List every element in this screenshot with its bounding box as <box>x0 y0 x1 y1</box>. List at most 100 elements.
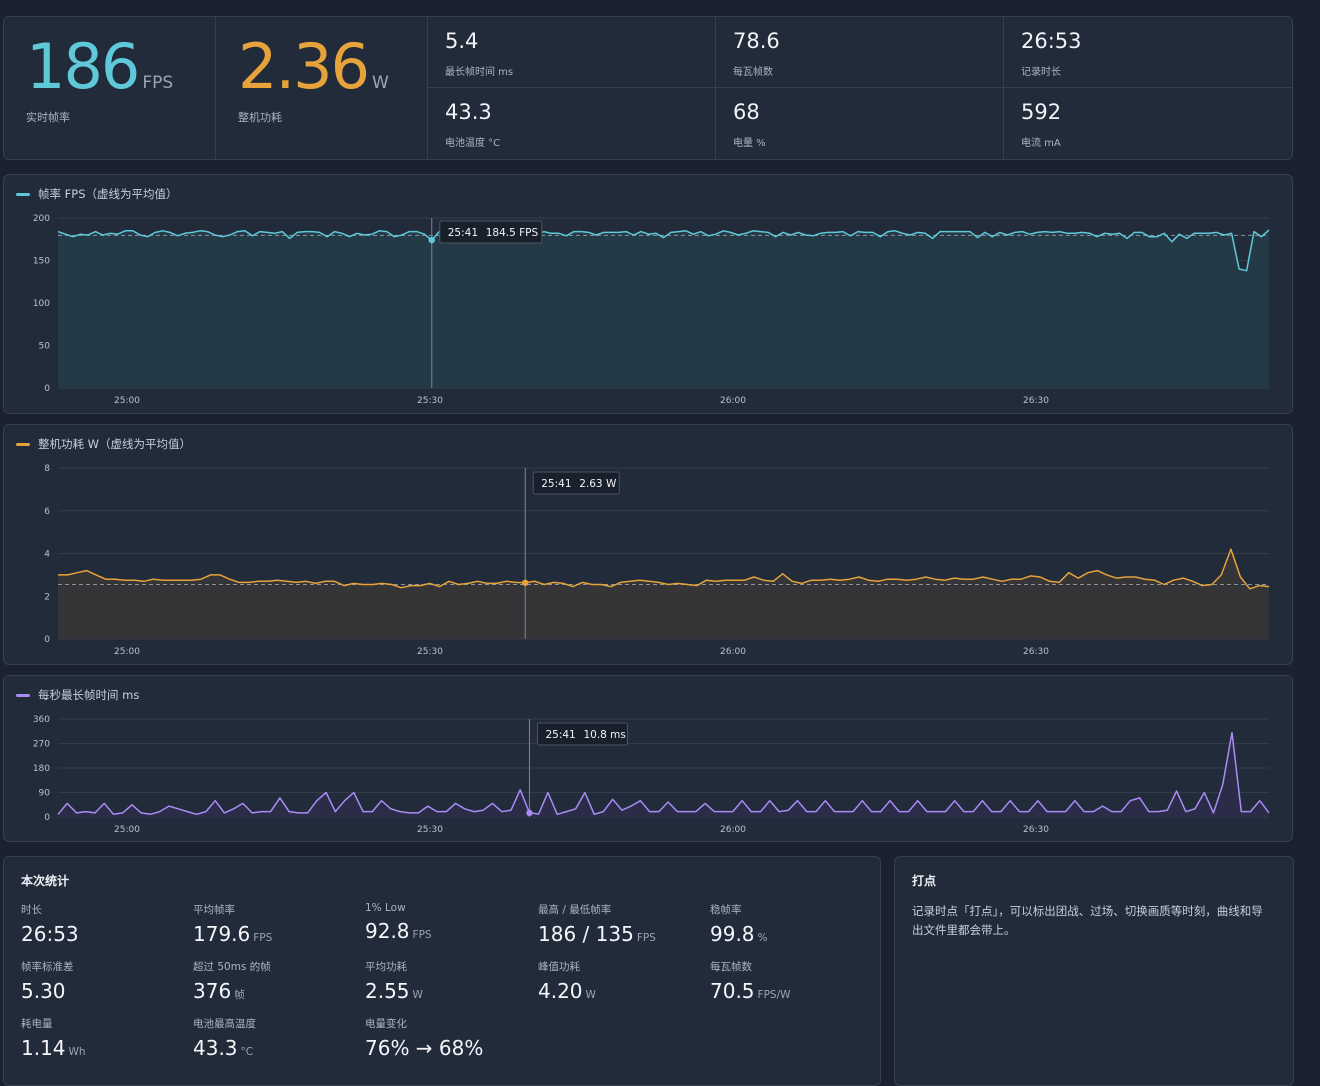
y-tick-label: 0 <box>44 384 50 394</box>
summary-stat: 1% Low 92.8 FPS <box>365 902 432 943</box>
x-tick-label: 26:00 <box>720 825 746 835</box>
summary-stat: 超过 50ms 的帧 376 帧 <box>193 959 271 1003</box>
x-tick-label: 25:00 <box>114 396 140 406</box>
power-unit: W <box>372 73 389 93</box>
power-stat: 2.36 W 整机功耗 <box>216 17 428 159</box>
y-tick-label: 200 <box>33 214 50 224</box>
x-tick-label: 26:00 <box>720 396 746 406</box>
fps-value: 186 <box>26 30 140 103</box>
series-area <box>58 229 1269 388</box>
frametime-chart[interactable]: 0 90 180 270 360 25:00 25:30 26:00 26:30 25:41 10.… <box>4 676 1292 841</box>
hover-point <box>428 236 435 244</box>
tooltip: 25:41 10.8 ms <box>536 722 628 746</box>
stat-cell: 68 电量 % <box>716 88 1004 159</box>
tooltip-time: 25:41 <box>448 227 478 239</box>
summary-stat: 峰值功耗 4.20 W <box>538 959 596 1003</box>
power-label: 整机功耗 <box>238 111 282 124</box>
stat-value: 43.3 <box>445 100 492 124</box>
y-tick-label: 6 <box>44 507 50 517</box>
summary-stat-unit: FPS <box>636 932 656 944</box>
fps-unit: FPS <box>142 73 174 93</box>
stat-label: 电流 mA <box>1021 138 1061 149</box>
stat-label: 电量 % <box>733 138 766 149</box>
y-tick-label: 0 <box>44 635 50 645</box>
summary-stat: 平均功耗 2.55 W <box>365 959 423 1003</box>
series-line <box>58 548 1270 590</box>
power-chart-title: 整机功耗 W（虚线为平均值） <box>16 436 191 452</box>
summary-stat-label: 峰值功耗 <box>538 961 580 973</box>
summary-stat-label: 电池最高温度 <box>193 1018 256 1030</box>
x-tick-label: 25:00 <box>114 825 140 835</box>
series-line <box>57 731 1270 816</box>
summary-stat-value: 179.6 FPS <box>193 922 273 946</box>
summary-stat-value: 43.3 °C <box>193 1036 254 1060</box>
summary-stat: 平均帧率 179.6 FPS <box>193 902 272 946</box>
series-area <box>58 549 1269 639</box>
realtime-stats-panel: 186 FPS 实时帧率 2.36 W 整机功耗 5.4 最长帧时间 ms 78.6 每… <box>3 16 1293 160</box>
stat-label: 记录时长 <box>1021 67 1061 78</box>
y-tick-label: 270 <box>33 740 50 750</box>
x-tick-label: 25:30 <box>417 825 443 835</box>
summary-stat-value: 376 帧 <box>193 979 245 1003</box>
summary-stat-label: 最高 / 最低帧率 <box>538 904 612 916</box>
y-tick-label: 50 <box>39 342 51 352</box>
summary-stat: 每瓦帧数 70.5 FPS/W <box>710 959 791 1003</box>
hover-point <box>526 809 533 817</box>
stat-label: 每瓦帧数 <box>733 67 773 78</box>
y-tick-label: 100 <box>33 299 50 309</box>
markers-panel: 打点 记录时点「打点」，可以标出团战、过场、切换画质等时刻，曲线和导出文件里都会… <box>894 856 1294 1086</box>
summary-stat-value: 5.30 <box>21 979 66 1003</box>
y-tick-label: 90 <box>39 789 51 799</box>
fps-chart[interactable]: 0 50 100 150 200 25:00 25:30 26:00 26:30 25:41 184… <box>4 175 1292 413</box>
tooltip-time: 25:41 <box>541 478 571 490</box>
session-summary-panel: 本次统计 时长 26:53 平均帧率 179.6 FPS 1% Low 92.8 FPS 最高 … <box>3 856 881 1086</box>
tooltip-time: 25:41 <box>545 729 575 741</box>
y-tick-label: 2 <box>44 592 50 602</box>
frametime-chart-title-text: 每秒最长帧时间 ms <box>38 688 140 702</box>
tooltip-box <box>532 471 620 495</box>
summary-stat-unit: W <box>412 989 423 1001</box>
markers-description: 记录时点「打点」，可以标出团战、过场、切换画质等时刻，曲线和导出文件里都会带上。 <box>912 904 1263 937</box>
markers-title: 打点 <box>912 874 937 888</box>
power-value: 2.36 <box>238 30 370 103</box>
fps-chart-panel: 帧率 FPS（虚线为平均值） 0 50 100 150 200 25:00 25:30 26:… <box>3 174 1293 414</box>
summary-stat-value: 2.55 W <box>365 979 423 1003</box>
y-tick-label: 360 <box>33 715 50 725</box>
fps-chart-title: 帧率 FPS（虚线为平均值） <box>16 186 178 202</box>
legend-swatch-icon <box>16 442 30 446</box>
summary-stat-value: 4.20 W <box>538 979 596 1003</box>
stat-value: 68 <box>733 100 760 124</box>
legend-swatch-icon <box>16 192 30 196</box>
summary-stat: 最高 / 最低帧率 186 / 135 FPS <box>538 902 656 946</box>
summary-stat-label: 耗电量 <box>21 1018 53 1030</box>
x-tick-label: 26:30 <box>1023 825 1049 835</box>
y-tick-label: 8 <box>44 464 50 474</box>
stat-cell: 43.3 电池温度 °C <box>428 88 716 159</box>
series-area <box>58 732 1269 817</box>
legend-swatch-icon <box>16 693 30 697</box>
stat-label: 最长帧时间 ms <box>445 67 514 78</box>
summary-stat-unit: Wh <box>68 1046 86 1058</box>
summary-stat-unit: FPS <box>412 929 432 941</box>
summary-stat-label: 平均帧率 <box>193 904 235 916</box>
summary-stat-value: 76% → 68% <box>365 1036 484 1060</box>
summary-stat-unit: % <box>757 932 768 944</box>
power-chart[interactable]: 0 2 4 6 8 25:00 25:30 26:00 26:30 25:41 2.63 W <box>4 425 1292 664</box>
tooltip: 25:41 184.5 FPS <box>439 220 543 244</box>
x-tick-label: 25:30 <box>417 647 443 657</box>
stat-value: 5.4 <box>445 29 479 53</box>
series-line <box>57 229 1270 272</box>
power-chart-title-text: 整机功耗 W（虚线为平均值） <box>38 437 192 451</box>
summary-stat: 时长 26:53 <box>21 902 79 946</box>
summary-stat: 电池最高温度 43.3 °C <box>193 1016 256 1060</box>
frametime-chart-title: 每秒最长帧时间 ms <box>16 687 139 703</box>
summary-stat-label: 时长 <box>21 904 42 916</box>
fps-stat: 186 FPS 实时帧率 <box>4 17 216 159</box>
x-tick-label: 26:30 <box>1023 396 1049 406</box>
tooltip: 25:41 2.63 W <box>532 471 620 495</box>
tooltip-value: 2.63 W <box>579 478 617 490</box>
fps-label: 实时帧率 <box>26 111 70 124</box>
summary-stat-unit: W <box>585 989 596 1001</box>
summary-stat-value: 92.8 FPS <box>365 919 432 943</box>
summary-stat: 稳帧率 99.8% <box>710 902 768 946</box>
